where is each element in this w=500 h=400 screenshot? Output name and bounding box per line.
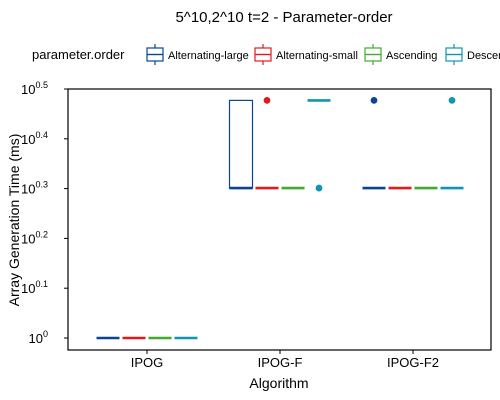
legend-label: Alternating-small [276, 50, 358, 62]
legend-label: Ascending [386, 50, 437, 62]
y-tick-label: 100.1 [21, 279, 48, 296]
chart-marks [96, 96, 464, 340]
legend: parameter.order Alternating-large Alterna… [32, 44, 500, 65]
box-descending-ipog-f [307, 99, 331, 192]
x-axis-label: Algorithm [249, 375, 308, 391]
outlier-point [448, 96, 456, 104]
legend-item-descending: Descending [445, 44, 500, 65]
legend-label: Descending [467, 50, 500, 62]
box-alternating-large-ipog-f2 [362, 96, 386, 190]
chart-title: 5^10,2^10 t=2 - Parameter-order [175, 9, 392, 26]
y-tick-label: 100.3 [21, 180, 48, 197]
y-axis-label: Array Generation Time (ms) [6, 134, 22, 307]
y-tick-label: 100.4 [21, 130, 48, 147]
x-tick-label: IPOG-F2 [387, 355, 439, 370]
box-alternating-large-ipog-f [228, 99, 254, 190]
legend-item-ascending: Ascending [364, 44, 437, 65]
y-tick-label: 100.2 [21, 229, 48, 246]
outlier-point [370, 96, 378, 104]
y-axis: 100 100.1 100.2 100.3 100.4 100.5 [21, 80, 68, 346]
box-descending-ipog-f2 [440, 96, 464, 190]
legend-item-alternating-small: Alternating-small [254, 44, 358, 65]
outlier-point [315, 184, 323, 192]
plot-area [67, 88, 492, 351]
y-tick-label: 100.5 [21, 80, 48, 97]
x-axis: IPOG IPOG-F IPOG-F2 [131, 350, 439, 370]
x-tick-label: IPOG-F [258, 355, 303, 370]
x-tick-label: IPOG [131, 355, 164, 370]
legend-title: parameter.order [32, 47, 125, 62]
legend-label: Alternating-large [168, 50, 249, 62]
outlier-point [263, 96, 271, 104]
box-alternating-small-ipog-f [255, 96, 279, 190]
box-body [228, 99, 254, 189]
legend-item-alternating-large: Alternating-large [146, 44, 249, 65]
y-tick-label: 100 [29, 329, 48, 346]
